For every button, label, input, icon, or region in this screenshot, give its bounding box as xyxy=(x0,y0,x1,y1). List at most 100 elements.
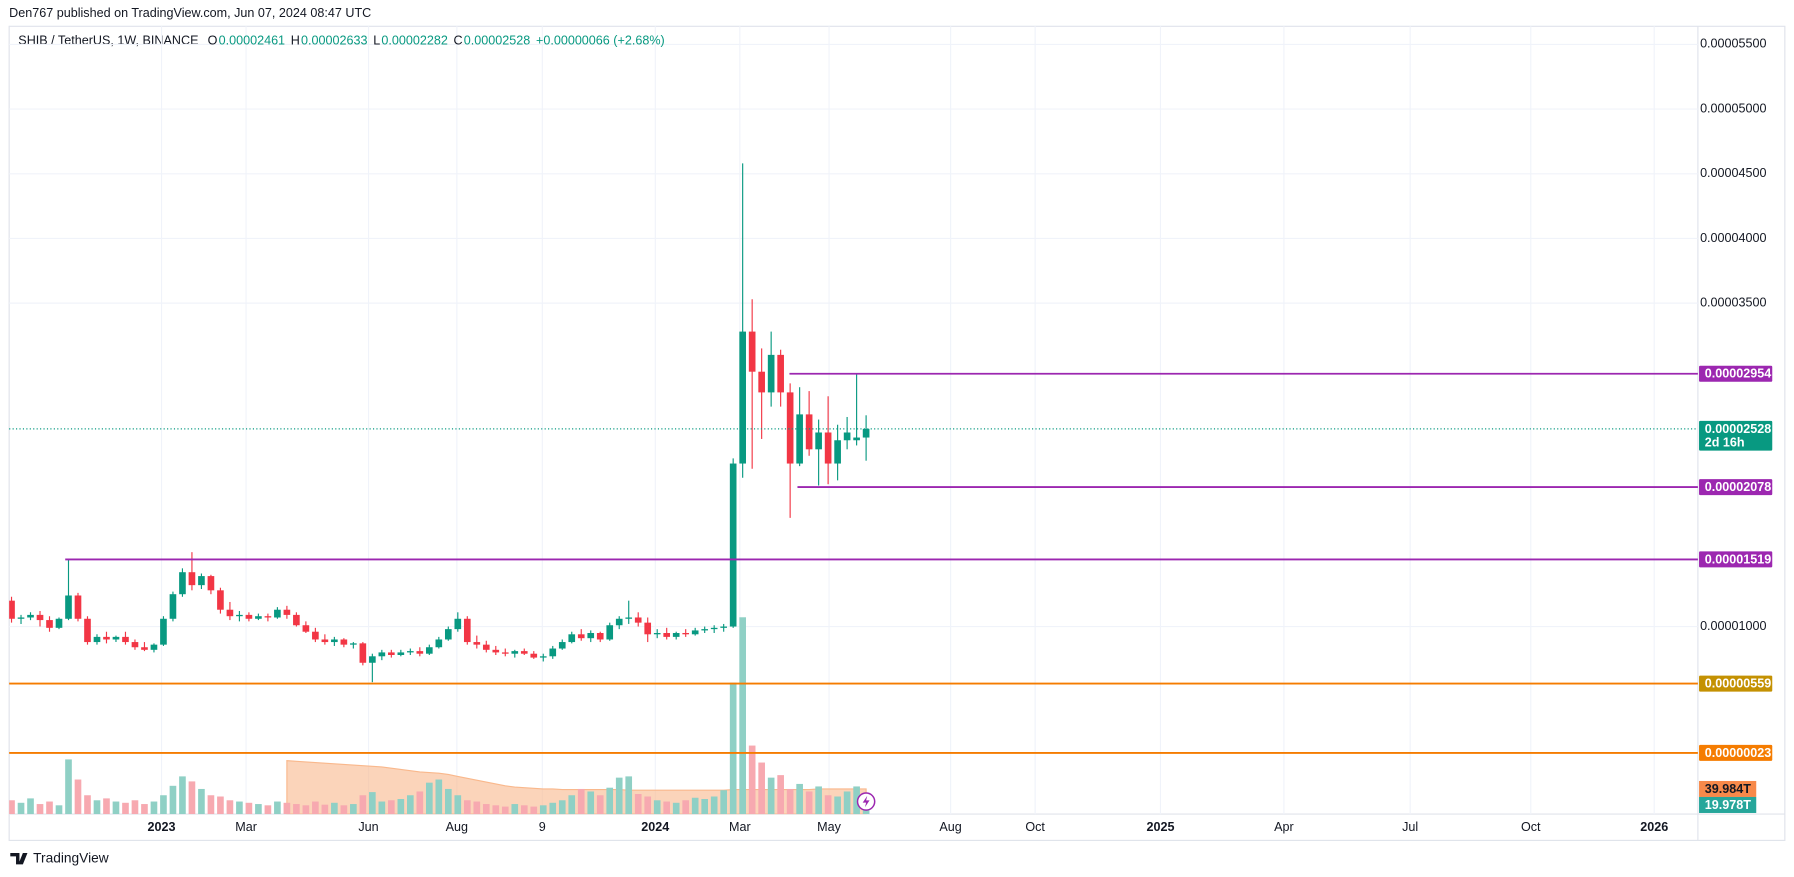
x-tick-label: Aug xyxy=(939,820,961,834)
volume-bar xyxy=(74,779,82,815)
last-price-tag xyxy=(1699,420,1773,451)
volume-bar xyxy=(520,805,528,815)
volume-ma-tag xyxy=(1699,780,1757,797)
volume-bar xyxy=(255,804,262,815)
candle-body xyxy=(435,639,443,648)
candle-body xyxy=(245,614,253,619)
volume-bar xyxy=(634,793,642,815)
candle-body xyxy=(160,618,167,645)
candle-body xyxy=(587,633,595,639)
ohlc-value: 0.00002528 xyxy=(464,33,530,47)
candle-body xyxy=(539,656,547,658)
candle-body xyxy=(293,614,300,626)
volume-bar xyxy=(274,801,281,815)
candle-body xyxy=(663,633,671,637)
candle-body xyxy=(359,643,367,663)
y-tick-label: 0.00005000 xyxy=(1700,101,1766,115)
ohlc-key: H xyxy=(291,33,300,47)
candle-body xyxy=(378,652,386,657)
volume-bar xyxy=(93,800,101,815)
price-tag-label: 0.00000559 xyxy=(1705,676,1771,690)
y-tick-label: 0.00004000 xyxy=(1700,231,1766,245)
candle-body xyxy=(606,625,614,640)
volume-bar xyxy=(834,796,841,815)
ohlc-value: 0.00002461 xyxy=(219,33,285,47)
volume-bar xyxy=(549,802,557,815)
y-tick-label: 0.00001000 xyxy=(1700,619,1766,633)
volume-bar xyxy=(9,800,15,815)
y-tick-label: 0.00003500 xyxy=(1700,295,1766,309)
volume-bar xyxy=(473,801,481,815)
volume-bar xyxy=(824,795,832,815)
volume-bar xyxy=(416,791,424,815)
candle-body xyxy=(340,639,348,645)
price-tag xyxy=(1699,744,1773,761)
y-tick-label: 0.00005500 xyxy=(1700,37,1766,51)
candle-body xyxy=(416,651,424,654)
volume-bar xyxy=(112,801,120,815)
candle-body xyxy=(815,432,822,450)
volume-bar xyxy=(853,786,860,815)
volume-bar xyxy=(596,795,604,815)
candle-body xyxy=(615,618,623,626)
volume-bar xyxy=(463,800,471,815)
volume-bar xyxy=(245,802,253,815)
candle-body xyxy=(710,627,718,630)
volume-bar xyxy=(701,799,709,815)
brand-logo: TradingView xyxy=(10,850,109,865)
x-tick-label: Oct xyxy=(1025,820,1045,834)
candle-body xyxy=(482,644,490,650)
candle-body xyxy=(701,629,709,631)
volume-bar xyxy=(815,786,822,815)
candle-body xyxy=(511,651,519,654)
candle-body xyxy=(198,576,205,586)
candle-body xyxy=(27,614,34,618)
logo-mark xyxy=(10,852,28,865)
candle-body xyxy=(264,616,272,618)
volume-bar xyxy=(796,783,803,815)
volume-bar xyxy=(359,795,367,815)
volume-bar xyxy=(682,800,690,815)
candle-body xyxy=(767,354,775,393)
x-tick-label: 9 xyxy=(539,820,546,834)
volume-bar xyxy=(27,798,34,815)
candle-body xyxy=(84,618,91,643)
x-tick-label: Jun xyxy=(358,820,378,834)
volume-bar xyxy=(150,801,158,815)
candle-body xyxy=(824,432,832,464)
volume-bar xyxy=(407,795,414,815)
price-lines: 0.00002954 0.00002078 0.00001519 0.00000559… xyxy=(9,365,1773,813)
candle-body xyxy=(46,620,53,628)
candle-body xyxy=(568,634,576,643)
brand: TradingView xyxy=(33,850,109,865)
volume-bar xyxy=(312,801,319,815)
volume-bar xyxy=(17,802,25,815)
volume-bar xyxy=(331,802,338,815)
volume-bar xyxy=(397,799,405,815)
volume-bar xyxy=(615,777,623,815)
candle-body xyxy=(653,633,661,635)
volume-bar xyxy=(482,804,490,815)
volume-bar xyxy=(302,805,310,815)
candle-body xyxy=(473,642,481,645)
volume-bar xyxy=(388,800,395,815)
volume-ma-tag-label: 39.984T xyxy=(1705,782,1751,796)
candle-body xyxy=(805,414,813,450)
volume-bar xyxy=(511,804,519,815)
volume-bar xyxy=(141,804,148,815)
legend: O 0.00002461 H 0.00002633 L 0.00002282 C 0.0000… xyxy=(208,33,665,47)
volume-bar xyxy=(672,802,680,815)
candle-body xyxy=(103,636,110,640)
volume-bar xyxy=(729,682,737,815)
candle-body xyxy=(302,625,310,632)
volume-bar xyxy=(577,788,585,815)
volume-bar xyxy=(843,791,851,815)
candle-body xyxy=(796,414,803,464)
volume-bar xyxy=(786,788,794,815)
x-tick-label: 2026 xyxy=(1640,820,1668,834)
price-tag xyxy=(1699,365,1773,382)
candle-body xyxy=(682,633,690,635)
candles xyxy=(9,163,870,683)
candle-body xyxy=(834,440,841,464)
